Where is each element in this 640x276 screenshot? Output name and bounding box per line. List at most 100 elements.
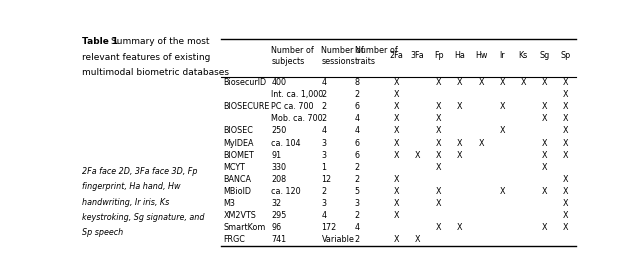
Text: 3: 3 (321, 151, 326, 160)
Text: X: X (541, 115, 547, 123)
Text: 2: 2 (321, 90, 326, 99)
Text: X: X (541, 78, 547, 87)
Text: X: X (541, 187, 547, 196)
Text: X: X (394, 187, 399, 196)
Text: BiosecurID: BiosecurID (223, 78, 266, 87)
Text: X: X (457, 139, 463, 148)
Text: X: X (563, 139, 568, 148)
Text: 3: 3 (321, 139, 326, 148)
Text: 91: 91 (271, 151, 282, 160)
Text: Ha: Ha (454, 51, 465, 60)
Text: X: X (394, 126, 399, 136)
Text: ca. 120: ca. 120 (271, 187, 301, 196)
Text: XM2VTS: XM2VTS (223, 211, 256, 220)
Text: 4: 4 (321, 126, 326, 136)
Text: BIOMET: BIOMET (223, 151, 254, 160)
Text: X: X (394, 90, 399, 99)
Text: X: X (415, 151, 420, 160)
Text: X: X (394, 199, 399, 208)
Text: 3Fa: 3Fa (411, 51, 424, 60)
Text: 4: 4 (355, 223, 360, 232)
Text: multimodal biometric databases: multimodal biometric databases (83, 68, 230, 77)
Text: SmartKom: SmartKom (223, 223, 266, 232)
Text: X: X (499, 187, 505, 196)
Text: 8: 8 (355, 78, 360, 87)
Text: MCYT: MCYT (223, 163, 245, 172)
Text: 3: 3 (355, 199, 360, 208)
Text: 12: 12 (321, 175, 332, 184)
Text: PC ca. 700: PC ca. 700 (271, 102, 314, 111)
Text: X: X (478, 78, 484, 87)
Text: X: X (478, 139, 484, 148)
Text: X: X (563, 102, 568, 111)
Text: 4: 4 (321, 78, 326, 87)
Text: 2: 2 (355, 175, 360, 184)
Text: X: X (415, 235, 420, 244)
Text: Mob. ca. 700: Mob. ca. 700 (271, 115, 323, 123)
Text: X: X (457, 151, 463, 160)
Text: 4: 4 (355, 126, 360, 136)
Text: X: X (436, 163, 442, 172)
Text: Fp: Fp (434, 51, 444, 60)
Text: X: X (436, 102, 442, 111)
Text: X: X (394, 175, 399, 184)
Text: X: X (394, 102, 399, 111)
Text: 6: 6 (355, 102, 360, 111)
Text: 2Fa: 2Fa (390, 51, 404, 60)
Text: ca. 104: ca. 104 (271, 139, 301, 148)
Text: Sp speech: Sp speech (83, 228, 124, 237)
Text: Summary of the most: Summary of the most (111, 37, 210, 46)
Text: X: X (436, 126, 442, 136)
Text: Number of
subjects: Number of subjects (271, 46, 314, 66)
Text: X: X (563, 90, 568, 99)
Text: 32: 32 (271, 199, 282, 208)
Text: BIOSECURE: BIOSECURE (223, 102, 269, 111)
Text: X: X (563, 78, 568, 87)
Text: X: X (563, 199, 568, 208)
Text: X: X (499, 126, 505, 136)
Text: Sp: Sp (561, 51, 571, 60)
Text: 2: 2 (355, 163, 360, 172)
Text: 3: 3 (321, 199, 326, 208)
Text: X: X (541, 139, 547, 148)
Text: X: X (394, 151, 399, 160)
Text: 2Fa face 2D, 3Fa face 3D, Fp: 2Fa face 2D, 3Fa face 3D, Fp (83, 167, 198, 176)
Text: 1: 1 (321, 163, 326, 172)
Text: M3: M3 (223, 199, 236, 208)
Text: Variable: Variable (321, 235, 355, 244)
Text: X: X (541, 102, 547, 111)
Text: 2: 2 (355, 90, 360, 99)
Text: X: X (563, 223, 568, 232)
Text: X: X (394, 78, 399, 87)
Text: 5: 5 (355, 187, 360, 196)
Text: 400: 400 (271, 78, 287, 87)
Text: X: X (563, 211, 568, 220)
Text: X: X (499, 78, 505, 87)
Text: keystroking, Sg signature, and: keystroking, Sg signature, and (83, 213, 205, 222)
Text: relevant features of existing: relevant features of existing (83, 53, 211, 62)
Text: MyIDEA: MyIDEA (223, 139, 254, 148)
Text: X: X (436, 223, 442, 232)
Text: X: X (563, 187, 568, 196)
Text: Ks: Ks (518, 51, 528, 60)
Text: handwriting, Ir iris, Ks: handwriting, Ir iris, Ks (83, 198, 170, 207)
Text: FRGC: FRGC (223, 235, 245, 244)
Text: MBioID: MBioID (223, 187, 252, 196)
Text: 96: 96 (271, 223, 282, 232)
Text: X: X (436, 139, 442, 148)
Text: X: X (541, 151, 547, 160)
Text: X: X (563, 175, 568, 184)
Text: X: X (563, 151, 568, 160)
Text: 172: 172 (321, 223, 337, 232)
Text: Int. ca. 1,000: Int. ca. 1,000 (271, 90, 324, 99)
Text: 4: 4 (355, 115, 360, 123)
Text: 2: 2 (321, 115, 326, 123)
Text: 4: 4 (321, 211, 326, 220)
Text: 295: 295 (271, 211, 287, 220)
Text: Table 1: Table 1 (83, 37, 119, 46)
Text: X: X (436, 78, 442, 87)
Text: 741: 741 (271, 235, 287, 244)
Text: X: X (436, 151, 442, 160)
Text: X: X (394, 211, 399, 220)
Text: BIOSEC: BIOSEC (223, 126, 253, 136)
